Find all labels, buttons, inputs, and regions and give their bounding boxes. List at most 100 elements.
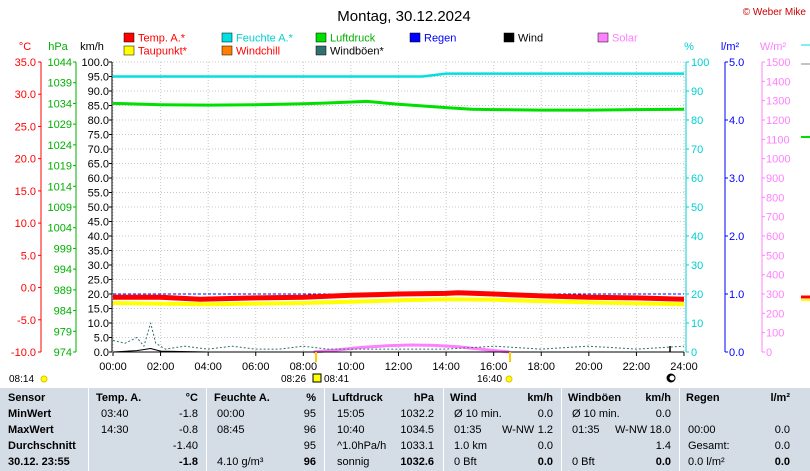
wind-tick-label: 60.0: [88, 173, 109, 185]
temp-tick-label: 0.0: [21, 283, 36, 295]
pressure-value: 1032.2: [400, 408, 434, 420]
wind-tick-label: 30.0: [88, 260, 109, 272]
new-moon-icon-inner: [669, 375, 675, 381]
temp-tick-label: 10.0: [15, 218, 36, 230]
sunrise-twilight-label: 08:14: [9, 374, 34, 385]
wind-tick-label: 55.0: [88, 188, 109, 200]
wind-tick-label: 50.0: [88, 202, 109, 214]
wind-axis-unit: km/h: [80, 41, 104, 53]
wind-tick-label: 40.0: [88, 231, 109, 243]
wind-tick-label: 100.0: [81, 57, 109, 69]
pressure-value: 1034.5: [400, 424, 434, 436]
legend-swatch: [123, 45, 135, 56]
wind-time: 0 Bft: [454, 456, 477, 468]
pressure-tick-label: 1009: [48, 202, 72, 214]
wind-tick-label: 90.0: [88, 86, 109, 98]
wind-value: 0.0: [537, 408, 553, 420]
rain-value: 0.0: [774, 440, 790, 452]
series-solar-line: [313, 343, 510, 354]
temp-tick-label: 20.0: [15, 154, 36, 166]
series-feuchte-a-line: [113, 72, 684, 78]
time-tick-label: 12:00: [385, 361, 413, 373]
row-label: Durchschnitt: [8, 440, 76, 452]
pressure-tick-label: 1034: [48, 98, 72, 110]
wind-tick-label: 0.0: [94, 347, 109, 359]
pressure-tick-label: 984: [54, 306, 72, 318]
pressure-tick-label: 999: [54, 243, 72, 255]
legend-swatch: [221, 32, 233, 43]
gust-time: 0 Bft: [572, 456, 595, 468]
series-temp-a-line: [113, 290, 685, 302]
legend-label: Taupunkt*: [138, 46, 188, 58]
humidity-axis-unit: %: [684, 41, 694, 53]
rain-tick-label: 1.0: [729, 289, 744, 301]
gust-direction: W-NW: [615, 424, 648, 436]
legend-swatch: [315, 45, 327, 56]
rain-value: 0.0: [774, 456, 790, 468]
legend-swatch: [123, 32, 135, 43]
wind-time: 1.0 km: [454, 440, 488, 452]
series-group: [112, 72, 685, 354]
temp-value: -1.8: [179, 456, 198, 468]
legend-label: Feuchte A.*: [236, 33, 294, 45]
pressure-tick-label: 1044: [48, 57, 72, 69]
legend-swatch: [315, 32, 327, 43]
solar-tick-label: 1400: [766, 76, 790, 88]
wind-tick-label: 25.0: [88, 275, 109, 287]
rain-tick-label: 0.0: [729, 347, 744, 359]
header-pressure-unit: hPa: [413, 392, 434, 404]
pressure-tick-label: 974: [54, 347, 72, 359]
solar-tick-label: 500: [766, 250, 784, 262]
header-wind: Wind: [450, 392, 477, 404]
solar-tick-label: 900: [766, 173, 784, 185]
sunset-label: 16:40: [477, 374, 502, 385]
solar-tick-label: 1100: [766, 134, 790, 146]
header-sensor: Sensor: [8, 392, 46, 404]
humidity-tick-label: 20: [691, 289, 703, 301]
wind-tick-label: 5.0: [94, 333, 109, 345]
solar-tick-label: 100: [766, 328, 784, 340]
time-tick-label: 02:00: [147, 361, 175, 373]
pressure-tick-label: 1029: [48, 119, 72, 131]
series-taupunkt-line: [112, 297, 685, 307]
gust-time: 01:35: [572, 424, 600, 436]
legend-label: Temp. A.*: [138, 33, 186, 45]
axes: 35.0 30.0 25.0 20.0 15.0 10.0 5.0 0.0 -5.0 -10.0 1…: [11, 57, 791, 359]
header-gust-unit: km/h: [645, 392, 671, 404]
sun-markers: 08:14 08:26 08:41 16:40: [9, 346, 676, 385]
humidity-tick-label: 100: [691, 57, 709, 69]
sun-icon: [40, 375, 48, 383]
weather-chart: Montag, 30.12.2024 © Weber Mike Temp. A.…: [9, 7, 810, 385]
pressure-tick-label: 1039: [48, 78, 72, 90]
time-tick-label: 20:00: [575, 361, 603, 373]
humidity-tick-label: 50: [691, 202, 703, 214]
header-temp: Temp. A.: [96, 392, 142, 404]
temp-value: -1.40: [172, 440, 198, 452]
row-label: MinWert: [8, 408, 52, 420]
solar-tick-label: 600: [766, 231, 784, 243]
wind-time: Ø 10 min.: [454, 408, 502, 420]
header-temp-unit: °C: [185, 392, 198, 404]
wind-tick-label: 95.0: [88, 72, 109, 84]
rain-tick-label: 3.0: [729, 173, 744, 185]
wind-value: 1.2: [537, 424, 553, 436]
legend-label: Solar: [612, 33, 638, 45]
humidity-tick-label: 10: [691, 318, 703, 330]
legend-swatch: [597, 32, 609, 43]
rain-tick-label: 2.0: [729, 231, 744, 243]
row-label: 30.12. 23:55: [8, 456, 70, 468]
gust-time: Ø 10 min.: [572, 408, 620, 420]
pressure-tick-label: 979: [54, 326, 72, 338]
pressure-axis-unit: hPa: [48, 41, 68, 53]
time-tick-label: 04:00: [194, 361, 222, 373]
temp-tick-label: -5.0: [17, 315, 36, 327]
humidity-time: 08:45: [217, 424, 245, 436]
wind-tick-label: 80.0: [88, 115, 109, 127]
time-tick-label: 10:00: [337, 361, 365, 373]
pressure-tick-label: 1014: [48, 181, 72, 193]
solar-tick-label: 0: [766, 347, 772, 359]
solar-tick-label: 200: [766, 308, 784, 320]
time-tick-label: 18:00: [527, 361, 555, 373]
legend-label: Luftdruck: [330, 33, 376, 45]
chart-legend: Temp. A.* Feuchte A.* Luftdruck Regen Wind So…: [123, 32, 638, 58]
